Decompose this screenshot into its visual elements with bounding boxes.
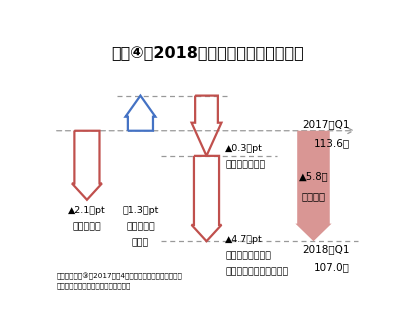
- Text: ▲0.3％pt: ▲0.3％pt: [225, 144, 262, 153]
- Text: リスクプレミアム: リスクプレミアム: [225, 251, 271, 260]
- Text: ▲4.7％pt: ▲4.7％pt: [225, 235, 262, 244]
- Text: ＋1.3％pt: ＋1.3％pt: [122, 206, 158, 215]
- Polygon shape: [295, 131, 331, 241]
- Text: マネタリー: マネタリー: [126, 222, 154, 231]
- Text: 2017年Q1: 2017年Q1: [301, 120, 349, 129]
- Text: 2018年Q1: 2018年Q1: [301, 244, 349, 254]
- Text: （対外資産ポジション）: （対外資産ポジション）: [225, 268, 288, 276]
- Text: ▲2.1％pt: ▲2.1％pt: [68, 206, 106, 215]
- Text: （出所：図表③の2017年第4四半期のその他要因以外から
　住友商事グローバルリサーチ作成）: （出所：図表③の2017年第4四半期のその他要因以外から 住友商事グローバルリサ…: [57, 273, 183, 289]
- Text: 図表④　2018年第１四半期の経済環境: 図表④ 2018年第１四半期の経済環境: [111, 45, 304, 60]
- Text: 日米実質金利差: 日米実質金利差: [225, 161, 265, 170]
- Text: ベース: ベース: [132, 239, 149, 248]
- Text: 107.0円: 107.0円: [313, 262, 349, 273]
- Text: 購買力平価: 購買力平価: [72, 222, 101, 231]
- Text: 円高圧力: 円高圧力: [301, 191, 325, 201]
- Text: ▲5.8％: ▲5.8％: [298, 171, 328, 181]
- Text: 113.6円: 113.6円: [313, 138, 349, 148]
